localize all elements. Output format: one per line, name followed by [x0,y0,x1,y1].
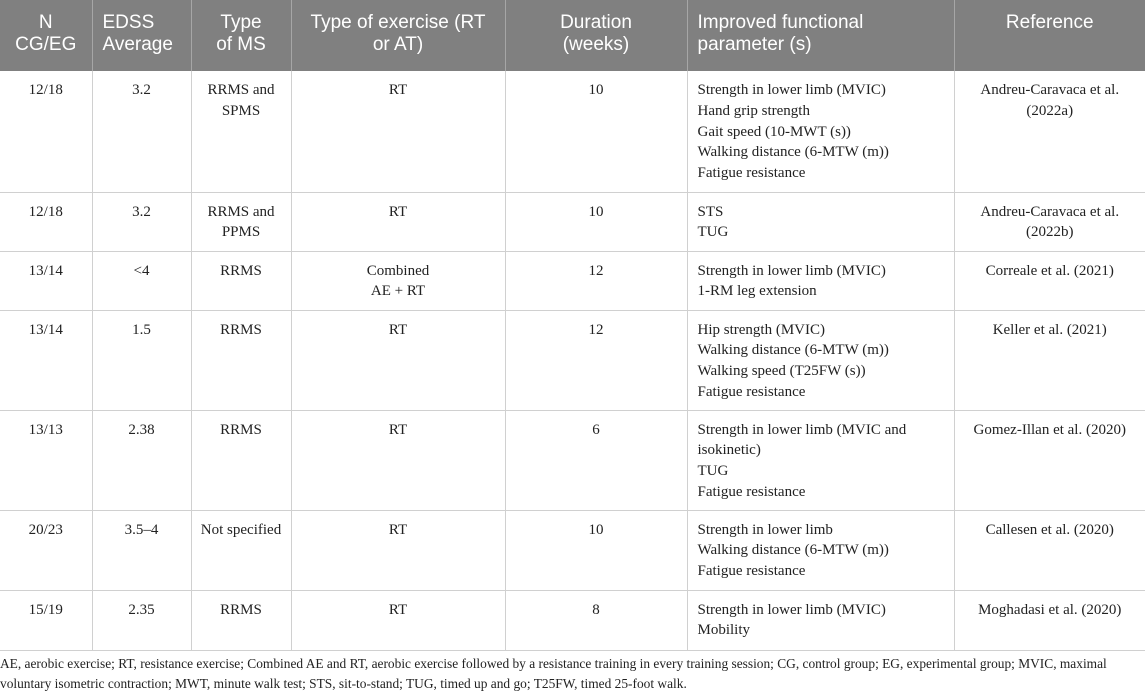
cell-n: 13/14 [0,251,93,311]
cell-parameters: Strength in lower limb (MVIC) 1-RM leg e… [687,251,955,311]
cell-duration: 10 [505,192,688,252]
table-row: 12/18 3.2 RRMS and PPMS RT 10 STS TUG An… [0,192,1145,252]
col-header-parameters: Improved functional parameter (s) [687,0,955,71]
cell-exercise: RT [291,510,506,591]
cell-n: 13/14 [0,310,93,411]
cell-exercise: RT [291,71,506,193]
study-table: N CG/EG EDSS Average Type of MS Type of … [0,0,1145,651]
cell-parameters: STS TUG [687,192,955,252]
cell-reference: Andreu-Caravaca et al. (2022a) [954,71,1145,193]
cell-reference: Keller et al. (2021) [954,310,1145,411]
cell-edss: 3.2 [92,192,192,252]
cell-edss: 3.2 [92,71,192,193]
table-row: 13/13 2.38 RRMS RT 6 Strength in lower l… [0,410,1145,511]
cell-parameters: Strength in lower limb (MVIC) Hand grip … [687,71,955,193]
table-row: 15/19 2.35 RRMS RT 8 Strength in lower l… [0,590,1145,651]
cell-parameters: Strength in lower limb (MVIC and isokine… [687,410,955,511]
cell-n: 20/23 [0,510,93,591]
cell-reference: Correale et al. (2021) [954,251,1145,311]
cell-n: 13/13 [0,410,93,511]
cell-duration: 6 [505,410,688,511]
cell-edss: <4 [92,251,192,311]
table-row: 13/14 1.5 RRMS RT 12 Hip strength (MVIC)… [0,310,1145,411]
cell-duration: 12 [505,251,688,311]
col-header-edss: EDSS Average [92,0,192,71]
cell-reference: Callesen et al. (2020) [954,510,1145,591]
cell-exercise: RT [291,192,506,252]
cell-ms-type: RRMS and PPMS [191,192,292,252]
cell-n: 12/18 [0,192,93,252]
cell-exercise: RT [291,410,506,511]
table-header-row: N CG/EG EDSS Average Type of MS Type of … [0,0,1145,71]
col-header-ms-type: Type of MS [191,0,292,71]
cell-n: 12/18 [0,71,93,193]
col-header-exercise: Type of exercise (RT or AT) [291,0,506,71]
cell-reference: Andreu-Caravaca et al. (2022b) [954,192,1145,252]
cell-ms-type: RRMS [191,251,292,311]
cell-exercise: Combined AE + RT [291,251,506,311]
cell-parameters: Strength in lower limb Walking distance … [687,510,955,591]
col-header-duration: Duration (weeks) [505,0,688,71]
cell-duration: 8 [505,590,688,651]
table-row: 20/23 3.5–4 Not specified RT 10 Strength… [0,510,1145,591]
cell-ms-type: RRMS and SPMS [191,71,292,193]
cell-ms-type: RRMS [191,310,292,411]
cell-exercise: RT [291,590,506,651]
table-footnote: AE, aerobic exercise; RT, resistance exe… [0,656,1107,691]
cell-edss: 2.38 [92,410,192,511]
table-row: 12/18 3.2 RRMS and SPMS RT 10 Strength i… [0,71,1145,193]
cell-parameters: Strength in lower limb (MVIC) Mobility [687,590,955,651]
cell-duration: 10 [505,510,688,591]
col-header-n: N CG/EG [0,0,93,71]
cell-edss: 3.5–4 [92,510,192,591]
col-header-reference: Reference [954,0,1145,71]
cell-ms-type: Not specified [191,510,292,591]
cell-edss: 2.35 [92,590,192,651]
cell-duration: 12 [505,310,688,411]
cell-reference: Gomez-Illan et al. (2020) [954,410,1145,511]
cell-n: 15/19 [0,590,93,651]
cell-edss: 1.5 [92,310,192,411]
cell-parameters: Hip strength (MVIC) Walking distance (6-… [687,310,955,411]
cell-ms-type: RRMS [191,590,292,651]
cell-reference: Moghadasi et al. (2020) [954,590,1145,651]
cell-ms-type: RRMS [191,410,292,511]
cell-exercise: RT [291,310,506,411]
table-row: 13/14 <4 RRMS Combined AE + RT 12 Streng… [0,251,1145,311]
cell-duration: 10 [505,71,688,193]
